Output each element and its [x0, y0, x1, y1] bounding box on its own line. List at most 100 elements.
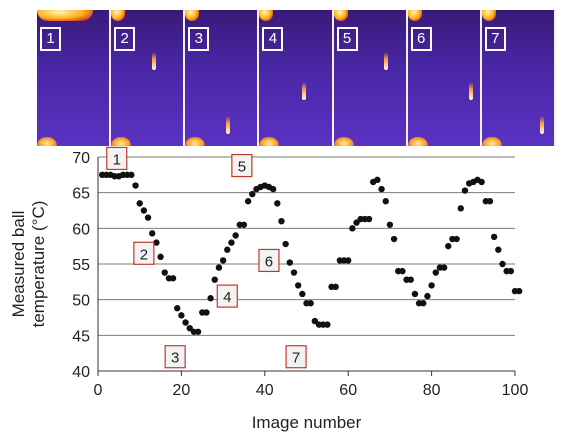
data-point	[269, 185, 277, 193]
data-point	[157, 253, 164, 261]
data-point	[378, 185, 385, 193]
hot-ball	[539, 116, 544, 134]
heat-source-top	[407, 10, 422, 21]
data-point	[495, 246, 502, 253]
y-tick-label: 50	[72, 293, 90, 310]
data-point	[420, 300, 427, 307]
y-tick-label: 60	[72, 221, 90, 238]
data-point	[207, 295, 214, 302]
heat-source-bottom	[111, 137, 132, 146]
data-point	[144, 214, 152, 221]
data-point	[345, 257, 352, 264]
y-tick-label: 40	[72, 364, 90, 381]
frame-number-label: 4	[262, 27, 284, 51]
heat-source-top	[111, 10, 126, 21]
thermal-frame: 4	[259, 10, 334, 146]
data-point	[499, 260, 506, 268]
thermal-frame: 5	[333, 10, 408, 146]
data-point	[515, 287, 523, 295]
hot-ball	[152, 52, 157, 70]
thermal-frame: 1	[37, 10, 112, 146]
data-point	[390, 235, 398, 243]
data-point	[407, 276, 414, 283]
heat-source-bottom	[481, 137, 502, 146]
data-point	[182, 319, 189, 326]
data-point	[311, 317, 319, 325]
hot-ball	[383, 52, 388, 70]
data-point	[332, 283, 339, 291]
x-tick-label: 20	[173, 382, 191, 399]
data-point	[432, 269, 439, 276]
frame-number-label: 6	[410, 27, 432, 51]
data-point	[307, 300, 314, 307]
y-tick-label: 55	[72, 257, 90, 274]
data-point	[278, 218, 285, 225]
annotation-label: 2	[140, 246, 148, 263]
annotation-label: 3	[171, 350, 179, 367]
thermal-frame: 6	[407, 10, 482, 146]
data-point	[399, 267, 406, 275]
annotation-label: 4	[223, 289, 231, 306]
heat-source-bottom	[185, 137, 206, 146]
data-point	[178, 312, 185, 319]
data-point	[294, 282, 302, 289]
thermal-image-strip: 1 2 3 4 5 6 7	[37, 10, 556, 146]
data-point	[445, 242, 452, 250]
data-point	[486, 198, 494, 205]
data-point	[461, 187, 469, 194]
data-point	[457, 205, 464, 212]
x-tick-label: 80	[423, 382, 441, 399]
data-point	[440, 264, 448, 271]
data-point	[274, 200, 281, 207]
annotation-label: 1	[113, 151, 121, 168]
data-point	[132, 182, 139, 189]
heat-source-top	[37, 10, 93, 21]
annotation-box	[285, 345, 307, 369]
data-point	[324, 321, 331, 328]
annotation-label: 7	[292, 350, 300, 367]
heat-source-top	[481, 10, 496, 21]
data-point	[224, 246, 231, 253]
annotation-box	[216, 284, 238, 308]
data-point	[136, 200, 143, 207]
data-point	[428, 282, 435, 289]
x-tick-label: 0	[94, 382, 103, 399]
heat-source-bottom	[333, 137, 354, 146]
data-point	[286, 259, 294, 266]
data-point	[374, 176, 381, 184]
annotation-box	[133, 241, 155, 265]
heat-source-bottom	[407, 137, 428, 146]
data-point	[153, 239, 160, 246]
x-tick-label: 40	[256, 382, 274, 399]
data-point	[386, 221, 394, 228]
data-point	[478, 178, 485, 186]
data-point	[174, 305, 181, 312]
data-point	[349, 225, 356, 232]
thermal-frame: 2	[111, 10, 186, 146]
data-point	[161, 269, 168, 276]
frame-number-label: 7	[484, 27, 506, 51]
frame-number-label: 3	[188, 27, 210, 51]
y-tick-label: 45	[72, 328, 90, 345]
hot-ball	[468, 82, 473, 100]
x-tick-label: 100	[502, 382, 529, 399]
frame-number-label: 5	[336, 27, 358, 51]
annotation-label: 5	[238, 159, 246, 176]
y-tick-label: 65	[72, 186, 90, 203]
annotation-box	[164, 345, 186, 369]
data-point	[228, 239, 235, 246]
data-point	[453, 235, 460, 243]
frame-number-label: 2	[114, 27, 136, 51]
annotation-label: 6	[265, 253, 273, 270]
heat-source-top	[259, 10, 274, 21]
data-point	[240, 221, 248, 228]
data-point	[353, 219, 360, 226]
data-point	[424, 292, 431, 300]
thermal-frame: 3	[185, 10, 260, 146]
data-point	[232, 232, 239, 239]
data-point	[140, 207, 148, 214]
data-point	[149, 230, 156, 237]
annotation-box	[231, 153, 253, 178]
data-point	[282, 240, 289, 248]
data-point	[299, 290, 306, 298]
